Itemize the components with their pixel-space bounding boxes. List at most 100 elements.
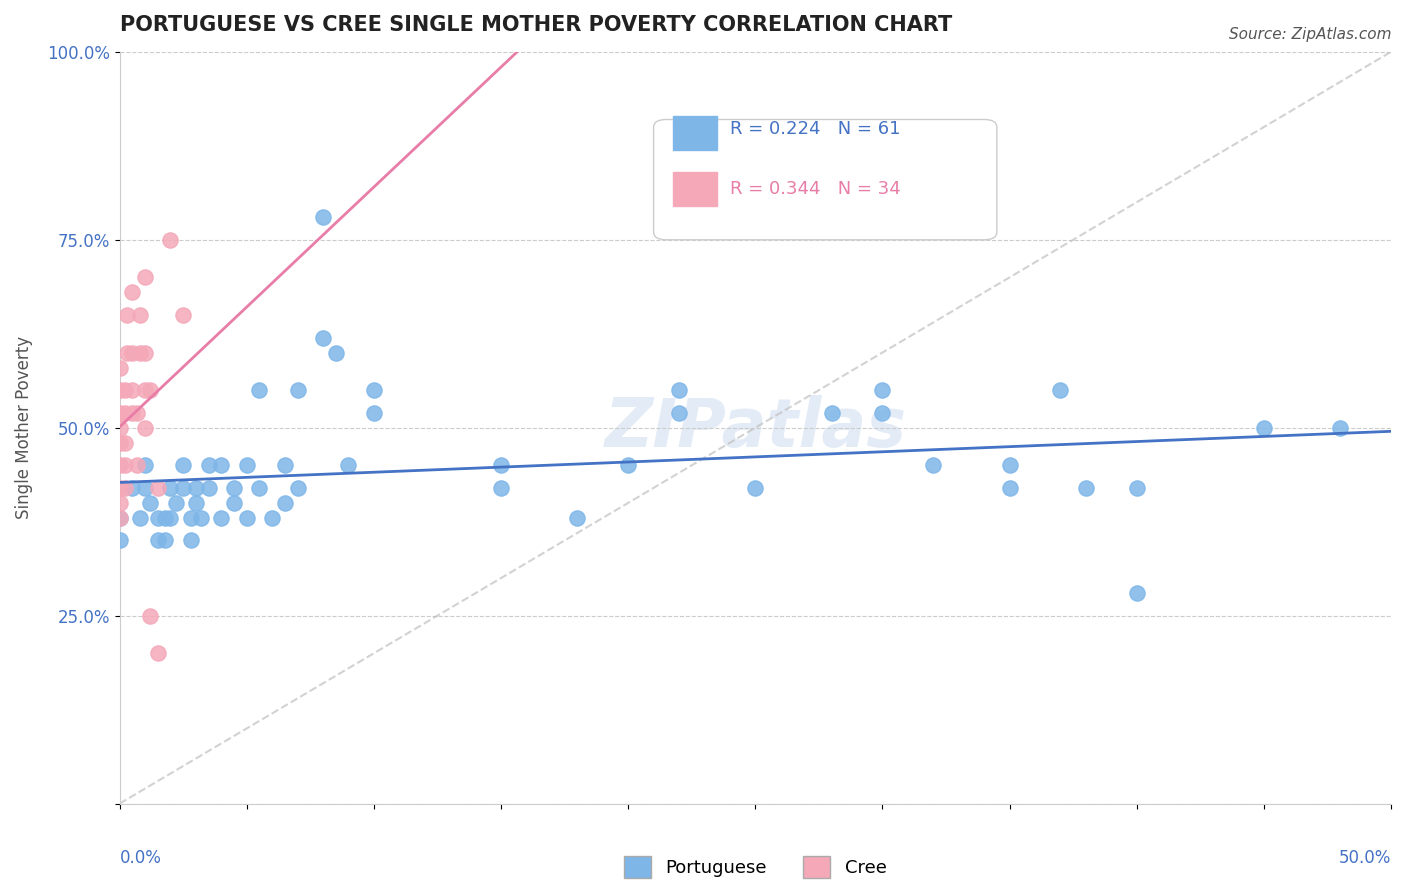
Point [114,383,136,397]
Point [190,511,212,525]
Point [820,406,842,420]
Text: R = 0.224   N = 61: R = 0.224 N = 61 [730,120,900,137]
Text: ZIPatlas: ZIPatlas [605,395,907,461]
Point [363,383,385,397]
Point [172,458,194,473]
Point [197,481,219,495]
Point [1125,481,1147,495]
Point [155,533,177,548]
Point [146,511,169,525]
Point [180,511,202,525]
Point [139,608,162,623]
Point [249,383,271,397]
Point [274,496,297,510]
Point [134,481,156,495]
FancyBboxPatch shape [672,172,717,206]
Point [262,511,284,525]
Point [184,481,207,495]
Point [114,435,136,450]
Point [121,285,143,300]
Point [287,383,309,397]
Point [489,458,512,473]
Point [567,511,589,525]
Point [744,481,766,495]
Point [108,360,131,375]
Point [121,345,143,359]
Point [134,345,156,359]
Point [1049,383,1071,397]
Point [127,406,149,420]
Point [115,345,138,359]
Point [129,308,152,322]
Point [114,406,136,420]
Point [129,345,152,359]
Legend: Portuguese, Cree: Portuguese, Cree [617,848,894,885]
Point [184,496,207,510]
Point [872,406,894,420]
Point [312,330,335,344]
Point [337,458,360,473]
Point [146,481,169,495]
Point [998,458,1021,473]
Point [222,481,245,495]
Point [121,383,143,397]
Point [114,458,136,473]
Point [121,481,143,495]
Point [668,406,690,420]
Point [287,481,309,495]
Text: 0.0%: 0.0% [120,848,162,867]
Point [172,481,194,495]
Point [134,458,156,473]
Y-axis label: Single Mother Poverty: Single Mother Poverty [15,336,32,519]
Point [197,458,219,473]
Point [274,458,297,473]
Point [159,511,181,525]
Point [108,511,131,525]
Point [127,458,149,473]
Point [129,511,152,525]
Point [146,533,169,548]
FancyBboxPatch shape [654,120,997,240]
Point [114,481,136,495]
Point [209,458,232,473]
Point [209,511,232,525]
Point [108,511,131,525]
Point [108,533,131,548]
Point [489,481,512,495]
Point [108,406,131,420]
Point [1074,481,1097,495]
Point [998,481,1021,495]
Point [1329,421,1351,435]
Point [134,421,156,435]
Point [139,496,162,510]
Text: Source: ZipAtlas.com: Source: ZipAtlas.com [1229,27,1392,42]
Point [1253,421,1275,435]
Point [165,496,187,510]
Text: R = 0.344   N = 34: R = 0.344 N = 34 [730,179,901,198]
Point [180,533,202,548]
Point [108,421,131,435]
Point [134,383,156,397]
Point [139,383,162,397]
Point [872,383,894,397]
Point [325,345,347,359]
Text: PORTUGUESE VS CREE SINGLE MOTHER POVERTY CORRELATION CHART: PORTUGUESE VS CREE SINGLE MOTHER POVERTY… [120,15,952,35]
Point [222,496,245,510]
Point [172,308,194,322]
Text: 50.0%: 50.0% [1339,848,1391,867]
Point [134,270,156,285]
Point [108,383,131,397]
Point [108,496,131,510]
Point [668,383,690,397]
Point [159,481,181,495]
FancyBboxPatch shape [672,116,717,150]
Point [155,511,177,525]
Point [235,458,257,473]
Point [312,211,335,225]
Point [617,458,640,473]
Point [115,308,138,322]
Point [922,458,945,473]
Point [159,233,181,247]
Point [146,646,169,660]
Point [108,435,131,450]
